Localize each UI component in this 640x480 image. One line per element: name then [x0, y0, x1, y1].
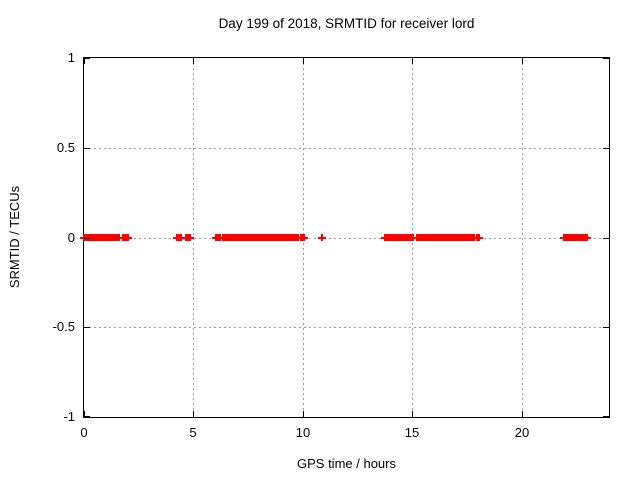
data-segment-arms [318, 237, 326, 239]
y-tick-mark-left [84, 148, 90, 149]
y-tick-mark-left [84, 58, 90, 59]
x-tick-mark-bottom [303, 411, 304, 417]
y-tick-mark-left [84, 327, 90, 328]
gridline-horizontal [84, 238, 609, 239]
y-tick-label: -0.5 [52, 319, 75, 334]
gridline-horizontal [84, 148, 609, 149]
x-tick-label: 20 [514, 425, 530, 440]
plot-area [80, 57, 610, 418]
data-segment-arms [80, 237, 123, 239]
data-segment-arms [386, 237, 417, 239]
x-tick-mark-top [412, 58, 413, 64]
data-segment-arms [212, 237, 224, 239]
y-tick-mark-right [603, 148, 609, 149]
x-tick-mark-top [522, 58, 523, 64]
x-tick-mark-bottom [193, 411, 194, 417]
y-tick-mark-right [603, 416, 609, 417]
x-tick-mark-bottom [84, 411, 85, 417]
data-segment-arms [560, 237, 591, 239]
x-tick-mark-top [193, 58, 194, 64]
data-segment-arms [173, 237, 185, 239]
x-tick-label: 0 [80, 425, 88, 440]
x-tick-mark-bottom [412, 411, 413, 417]
y-tick-mark-right [603, 238, 609, 239]
y-axis-label: SRMTID / TECUs [7, 185, 22, 289]
x-tick-label: 5 [189, 425, 197, 440]
y-tick-label: 0 [67, 230, 75, 245]
data-segment-arms [231, 237, 302, 239]
x-tick-mark-top [84, 58, 85, 64]
y-tick-mark-left [84, 416, 90, 417]
data-segment-arms [219, 237, 238, 239]
y-tick-mark-left [84, 238, 90, 239]
x-tick-label: 10 [295, 425, 311, 440]
y-tick-mark-right [603, 58, 609, 59]
x-tick-label: 15 [404, 425, 420, 440]
data-segment-arms [182, 237, 194, 239]
data-segment-arms [473, 237, 483, 239]
chart-title: Day 199 of 2018, SRMTID for receiver lor… [218, 16, 475, 31]
gridline-horizontal [84, 327, 609, 328]
y-tick-label: 1 [67, 50, 75, 65]
x-tick-mark-bottom [522, 411, 523, 417]
data-segment-arms [297, 237, 308, 239]
y-tick-mark-right [603, 327, 609, 328]
x-tick-mark-top [303, 58, 304, 64]
y-tick-label: -1 [63, 409, 75, 424]
y-tick-label: 0.5 [56, 140, 75, 155]
data-segment-arms [417, 237, 431, 239]
gridline-vertical [522, 58, 523, 417]
data-segment-arms [119, 237, 132, 239]
x-axis-label: GPS time / hours [297, 456, 396, 471]
data-segment-arms [425, 237, 478, 239]
